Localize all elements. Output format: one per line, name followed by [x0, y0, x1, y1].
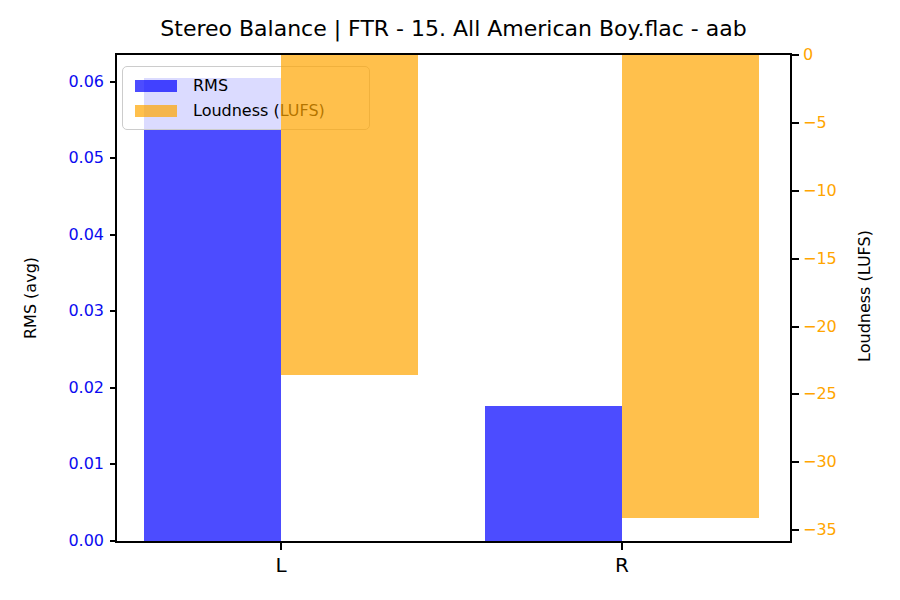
left-tick-mark	[110, 463, 117, 465]
chart-title: Stereo Balance | FTR - 15. All American …	[117, 16, 790, 41]
right-tick-label: −20	[803, 316, 837, 338]
right-tick-label: −25	[803, 383, 837, 405]
right-tick-mark	[792, 393, 799, 395]
right-tick-label: −5	[803, 112, 827, 134]
right-tick-mark	[792, 122, 799, 124]
left-tick-label: 0.05	[28, 147, 104, 169]
right-tick-mark	[792, 529, 799, 531]
right-tick-mark	[792, 258, 799, 260]
right-tick-label: −10	[803, 180, 837, 202]
left-tick-mark	[110, 157, 117, 159]
left-tick-mark	[110, 540, 117, 542]
x-tick-label: R	[597, 553, 647, 577]
rms-bar-l	[144, 78, 281, 541]
right-tick-mark	[792, 461, 799, 463]
right-tick-label: −30	[803, 451, 837, 473]
left-tick-mark	[110, 387, 117, 389]
left-tick-label: 0.01	[28, 453, 104, 475]
figure: Stereo Balance | FTR - 15. All American …	[0, 0, 900, 600]
loudness-lufs-bar-l	[281, 55, 418, 375]
rms-bar-r	[485, 406, 622, 541]
legend-swatch-rms	[135, 80, 177, 92]
right-tick-mark	[792, 190, 799, 192]
left-axis-label: RMS (avg)	[21, 257, 40, 339]
right-tick-mark	[792, 54, 799, 56]
right-tick-label: 0	[803, 44, 813, 66]
x-tick-label: L	[256, 553, 306, 577]
right-tick-label: −15	[803, 248, 837, 270]
right-tick-mark	[792, 326, 799, 328]
left-tick-label: 0.00	[28, 530, 104, 552]
x-tick-mark	[280, 543, 282, 550]
left-tick-label: 0.02	[28, 377, 104, 399]
legend-swatch-loudness	[135, 105, 177, 117]
x-tick-mark	[621, 543, 623, 550]
right-tick-label: −35	[803, 519, 837, 541]
right-axis-label: Loudness (LUFS)	[855, 230, 874, 362]
left-tick-label: 0.04	[28, 224, 104, 246]
left-tick-mark	[110, 81, 117, 83]
left-tick-label: 0.03	[28, 300, 104, 322]
legend-label: RMS	[193, 76, 228, 95]
left-tick-label: 0.06	[28, 71, 104, 93]
plot-area: RMSLoudness (LUFS)	[117, 55, 790, 541]
loudness-lufs-bar-r	[622, 55, 759, 518]
left-tick-mark	[110, 310, 117, 312]
left-tick-mark	[110, 234, 117, 236]
